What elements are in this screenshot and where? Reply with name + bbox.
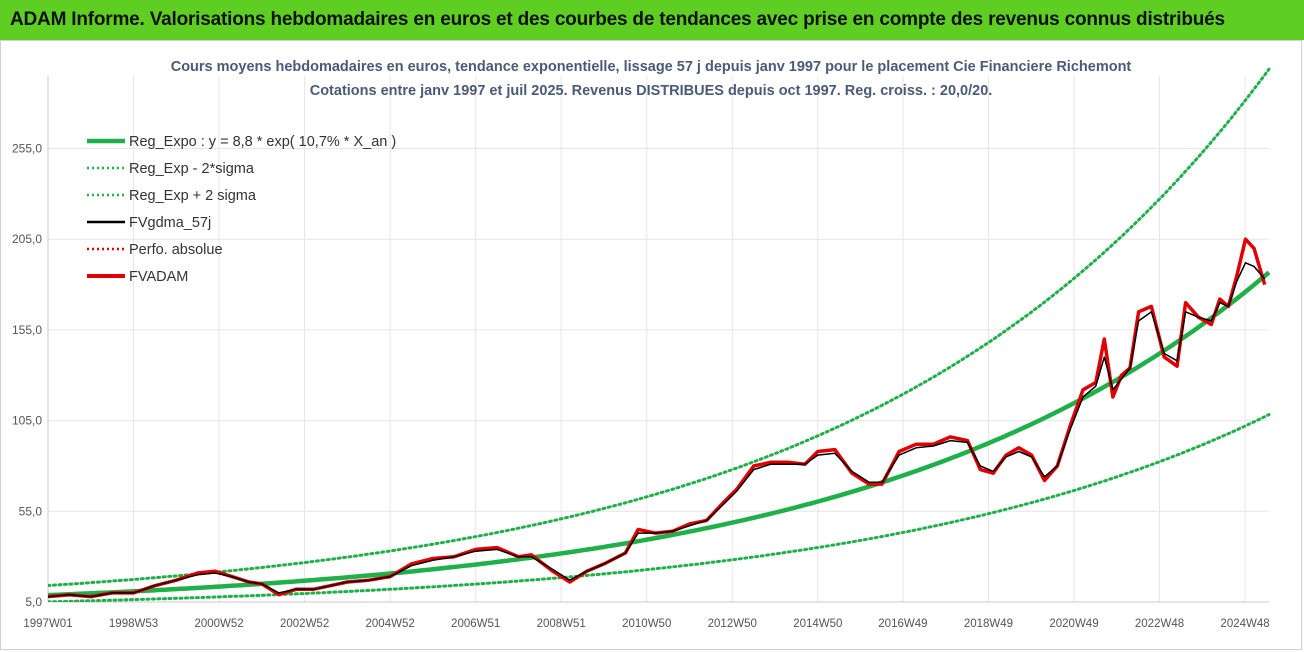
x-tick-label: 2010W50 [622, 618, 671, 630]
x-tick-label: 2012W50 [708, 618, 757, 630]
series-fvadam [48, 237, 1267, 599]
legend-entry-label: FVgdma_57j [129, 215, 211, 231]
x-tick-label: 1998W53 [109, 618, 158, 630]
chart-canvas: 5,0 55,0 105,0 155,0 205,0 255,0 1997W01 1998W5… [12, 59, 1271, 630]
y-tick-label: 205,0 [12, 232, 42, 246]
x-tick-label: 2022W48 [1135, 618, 1184, 630]
y-tick-label: 155,0 [12, 323, 42, 337]
chart-frame: 5,0 55,0 105,0 155,0 205,0 255,0 1997W01 1998W5… [0, 40, 1302, 650]
x-tick-label: 2000W52 [194, 618, 243, 630]
y-tick-label: 55,0 [19, 504, 43, 518]
x-tick-label: 2008W51 [537, 618, 586, 630]
chart-subtitle: Cotations entre janv 1997 et juil 2025. … [310, 83, 993, 99]
y-tick-label: 105,0 [12, 414, 42, 428]
series-reg-expo [48, 270, 1271, 598]
x-tick-label: 2006W51 [451, 618, 500, 630]
report-banner-title: ADAM Informe. Valorisations hebdomadaire… [10, 9, 1225, 30]
x-tick-label: 2014W50 [793, 618, 842, 630]
axis-layer: 5,0 55,0 105,0 155,0 205,0 255,0 1997W01 1998W5… [12, 76, 1270, 630]
legend-entry-label: FVADAM [129, 269, 188, 285]
legend-entry-label: Perfo. absolue [129, 242, 223, 258]
x-tick-label: 2020W49 [1049, 618, 1098, 630]
x-tick-label: 2004W52 [366, 618, 415, 630]
legend-entry-label: Reg_Exp - 2*sigma [129, 161, 255, 177]
series-fvgdma-57j [48, 262, 1266, 598]
series-reg-exp-plus-2-sigma [48, 67, 1271, 587]
grid-layer [47, 76, 1269, 603]
report-banner: ADAM Informe. Valorisations hebdomadaire… [0, 0, 1304, 40]
legend-entry-label: Reg_Expo : y = 8,8 * exp( 10,7% * X_an ) [129, 134, 396, 150]
chart-legend: Reg_Expo : y = 8,8 * exp( 10,7% * X_an )… [87, 134, 396, 285]
series-reg-exp-minus-2-sigma [48, 413, 1271, 602]
series-group [48, 67, 1271, 602]
x-tick-label: 2016W49 [878, 618, 927, 630]
legend-entry-label: Reg_Exp + 2 sigma [129, 188, 257, 204]
x-tick-label: 1997W01 [23, 618, 72, 630]
x-tick-label: 2024W48 [1220, 618, 1269, 630]
y-tick-label: 5,0 [25, 595, 42, 609]
series-layer [48, 67, 1271, 602]
y-tick-label: 255,0 [12, 142, 42, 156]
x-tick-label: 2018W49 [964, 618, 1013, 630]
x-tick-label: 2002W52 [280, 618, 329, 630]
chart-title: Cours moyens hebdomadaires en euros, ten… [171, 59, 1132, 75]
